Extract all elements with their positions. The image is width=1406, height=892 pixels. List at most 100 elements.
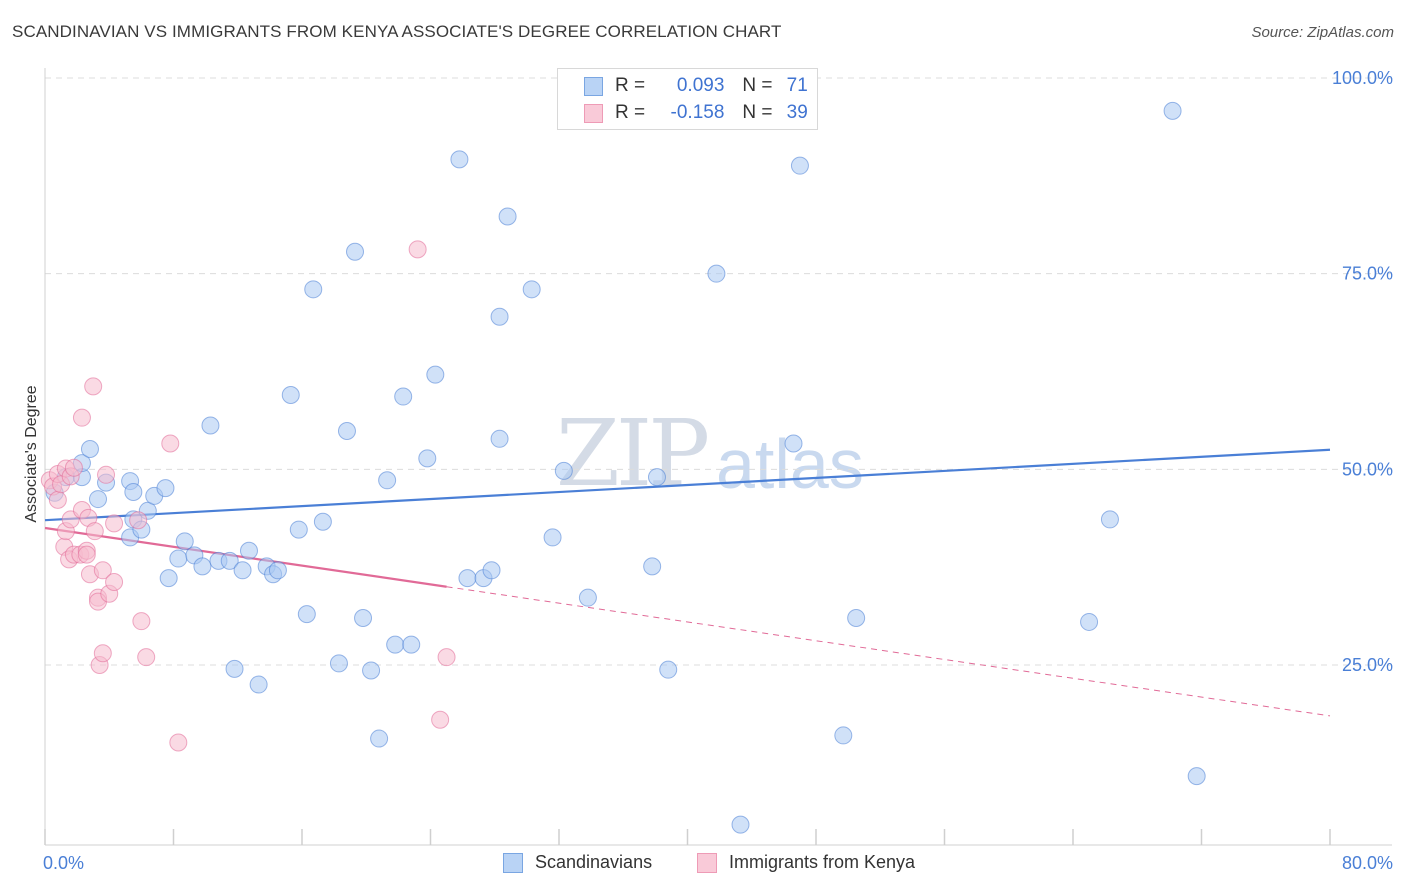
point-scandinavian	[89, 490, 108, 509]
legend-row-kenya: R = -0.158 N = 39	[584, 100, 808, 126]
watermark-zip: ZIP	[556, 400, 710, 507]
point-scandinavian	[378, 471, 397, 490]
point-scandinavian	[337, 421, 356, 440]
point-scandinavian	[370, 729, 389, 748]
point-scandinavian	[578, 588, 597, 607]
point-scandinavian	[233, 561, 252, 580]
y-tick-label: 50.0%	[1342, 459, 1393, 479]
point-scandinavian	[490, 429, 509, 448]
trend-scandinavians	[44, 448, 1331, 522]
legend-swatch-blue	[584, 76, 603, 96]
point-scandinavian	[498, 207, 517, 226]
point-kenya	[129, 511, 148, 530]
y-tick-label: 75.0%	[1342, 264, 1393, 284]
tick-labels: 100.0% 75.0% 50.0% 25.0% 0.0% 80.0%	[43, 68, 1393, 873]
point-scandinavian	[1080, 612, 1099, 631]
point-scandinavian	[522, 280, 541, 299]
point-kenya	[64, 458, 83, 477]
point-scandinavian	[394, 387, 413, 406]
trend-kenya-extension	[446, 586, 1331, 717]
series-legend: Scandinavians Immigrants from Kenya	[0, 852, 1406, 878]
point-kenya	[97, 465, 116, 484]
point-scandinavian	[784, 434, 803, 453]
point-kenya	[137, 648, 156, 667]
point-scandinavian	[554, 461, 573, 480]
point-scandinavian	[175, 532, 194, 551]
point-scandinavian	[239, 541, 258, 560]
point-kenya	[105, 573, 124, 592]
point-kenya	[93, 644, 112, 663]
point-scandinavian	[313, 512, 332, 531]
legend-n-value: 71	[786, 75, 808, 96]
point-kenya	[169, 733, 188, 752]
point-scandinavian	[329, 654, 348, 673]
point-scandinavian	[304, 280, 323, 299]
x-tick-label: 0.0%	[43, 853, 84, 873]
point-kenya	[72, 408, 91, 427]
point-scandinavian	[80, 439, 99, 458]
point-kenya	[431, 710, 450, 729]
legend-item-kenya[interactable]: Immigrants from Kenya	[697, 852, 915, 873]
point-scandinavian	[847, 609, 866, 628]
stats-legend: R = 0.093 N = 71 R = -0.158 N = 39	[557, 68, 818, 130]
point-scandinavian	[450, 150, 469, 169]
point-scandinavian	[169, 549, 188, 568]
point-scandinavian	[731, 815, 750, 834]
point-scandinavian	[647, 468, 666, 487]
point-kenya	[93, 561, 112, 580]
point-kenya	[84, 377, 103, 396]
point-scandinavian	[268, 561, 287, 580]
point-kenya	[77, 545, 96, 564]
point-scandinavian	[156, 479, 175, 498]
legend-n-label: N =	[742, 102, 773, 123]
point-scandinavian	[354, 609, 373, 628]
point-scandinavian	[124, 483, 143, 502]
point-scandinavian	[346, 242, 365, 261]
x-tick-label: 80.0%	[1342, 853, 1393, 873]
swatch-pink	[697, 852, 717, 873]
legend-r-label: R =	[615, 102, 646, 123]
point-scandinavian	[220, 551, 239, 570]
point-scandinavian	[1163, 101, 1182, 120]
point-scandinavian	[289, 520, 308, 539]
point-scandinavian	[159, 569, 178, 588]
legend-item-scandinavians[interactable]: Scandinavians	[503, 852, 652, 873]
legend-r-value: 0.093	[676, 75, 725, 96]
point-scandinavian	[281, 385, 300, 404]
point-scandinavian	[362, 661, 381, 680]
point-scandinavian	[482, 561, 501, 580]
point-scandinavian	[386, 635, 405, 654]
point-kenya	[132, 612, 151, 631]
legend-r-label: R =	[615, 75, 646, 96]
point-kenya	[85, 522, 104, 541]
swatch-blue	[503, 852, 523, 873]
point-scandinavian	[201, 416, 220, 435]
point-kenya	[161, 434, 180, 453]
point-scandinavian	[707, 264, 726, 283]
legend-row-scandinavians: R = 0.093 N = 71	[584, 73, 808, 99]
legend-swatch-pink	[584, 103, 603, 123]
point-kenya	[105, 514, 124, 533]
legend-n-value: 39	[786, 102, 808, 123]
source-credit: Source: ZipAtlas.com	[1251, 24, 1394, 41]
y-tick-label: 25.0%	[1342, 655, 1393, 675]
point-scandinavian	[1100, 510, 1119, 529]
point-scandinavian	[643, 557, 662, 576]
point-scandinavian	[1187, 767, 1206, 786]
point-scandinavian	[458, 569, 477, 588]
point-kenya	[48, 490, 67, 509]
point-scandinavian	[543, 528, 562, 547]
point-scandinavian	[834, 726, 853, 745]
point-scandinavian	[790, 156, 809, 175]
legend-r-value: -0.158	[670, 102, 725, 123]
point-scandinavian	[249, 675, 268, 694]
point-scandinavian	[193, 557, 212, 576]
legend-label: Scandinavians	[535, 852, 653, 872]
point-scandinavian	[426, 365, 445, 384]
legend-label: Immigrants from Kenya	[729, 852, 916, 872]
point-scandinavian	[490, 307, 509, 326]
y-tick-label: 100.0%	[1332, 68, 1393, 88]
point-scandinavian	[297, 605, 316, 624]
point-scandinavian	[402, 635, 421, 654]
